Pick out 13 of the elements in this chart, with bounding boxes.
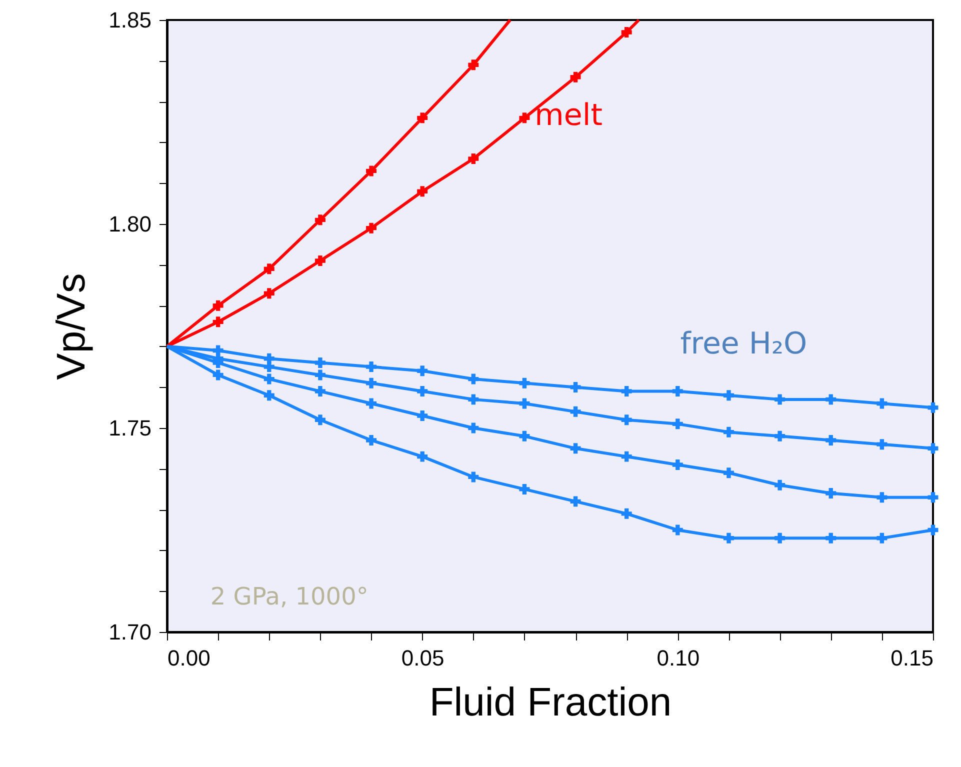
- annotation: 2 GPa, 1000°: [210, 582, 368, 610]
- x-tick-label: 0.05: [401, 646, 444, 670]
- y-tick-label: 1.75: [108, 416, 152, 440]
- y-tick-label: 1.70: [108, 620, 152, 644]
- y-tick-label: 1.80: [108, 212, 152, 236]
- x-tick-label: 0.10: [656, 646, 700, 670]
- annotation: melt: [534, 98, 603, 133]
- x-tick-label: 0.15: [890, 646, 934, 670]
- annotation: free H₂O: [680, 326, 808, 362]
- y-axis-title: Vp/Vs: [50, 273, 94, 380]
- x-axis-title: Fluid Fraction: [429, 680, 672, 724]
- y-tick-label: 1.85: [108, 8, 152, 32]
- x-tick-label: 0.00: [168, 646, 210, 670]
